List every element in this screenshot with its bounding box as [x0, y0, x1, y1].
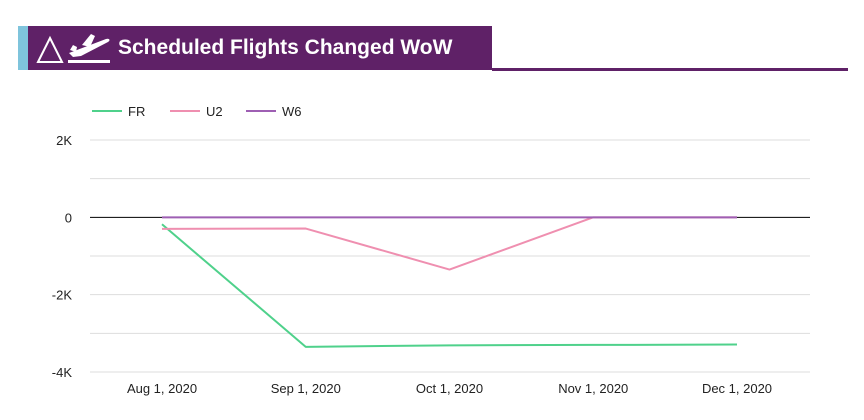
- title-accent-stripe: [18, 26, 28, 70]
- y-tick-label: -2K: [52, 288, 73, 303]
- delta-icon: [36, 35, 64, 63]
- legend-label: W6: [282, 104, 302, 119]
- y-tick-label: 2K: [56, 133, 72, 148]
- legend-label: U2: [206, 104, 223, 119]
- x-tick-label: Aug 1, 2020: [127, 381, 197, 396]
- page-title: Scheduled Flights Changed WoW: [118, 36, 453, 59]
- y-tick-label: -4K: [52, 365, 73, 380]
- x-tick-label: Nov 1, 2020: [558, 381, 628, 396]
- title-icons: [36, 34, 110, 63]
- series-line-u2: [161, 216, 737, 271]
- x-tick-label: Oct 1, 2020: [416, 381, 483, 396]
- x-axis-ticks: Aug 1, 2020 Sep 1, 2020 Oct 1, 2020 Nov 1, …: [127, 381, 772, 396]
- series-line-fr: [161, 223, 738, 348]
- airplane-takeoff-icon: [68, 34, 110, 63]
- chart-legend: FR U2 W6: [92, 104, 302, 119]
- y-tick-label: 0: [65, 210, 72, 225]
- title-underline: [492, 68, 848, 71]
- y-axis-ticks: 2K 0 -2K -4K: [52, 133, 73, 380]
- legend-label: FR: [128, 104, 145, 119]
- x-tick-label: Sep 1, 2020: [271, 381, 341, 396]
- chart-series: [161, 216, 738, 348]
- x-tick-label: Dec 1, 2020: [702, 381, 772, 396]
